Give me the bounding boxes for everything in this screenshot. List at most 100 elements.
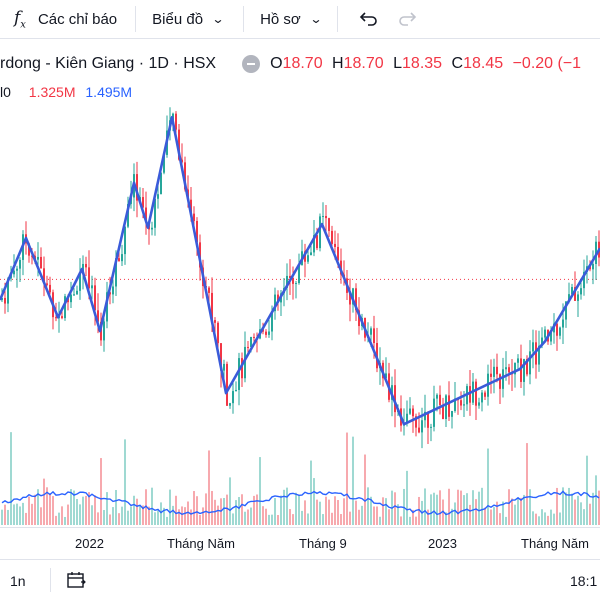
candle-body (91, 285, 93, 289)
volume-bar (331, 512, 333, 525)
volume-bar (502, 501, 504, 525)
candle-body (463, 404, 465, 406)
candle-body (232, 391, 234, 404)
candle-body (286, 275, 288, 288)
volume-bar (451, 508, 453, 525)
candle-body (94, 285, 96, 311)
volume-bar (496, 501, 498, 525)
candle-body (28, 243, 30, 256)
volume-bar (589, 503, 591, 525)
candle-body (328, 218, 330, 231)
volume-bar (124, 439, 126, 525)
volume-bar (25, 512, 27, 525)
volume-bar (241, 494, 243, 525)
volume-bar (592, 492, 594, 525)
volume-bar (58, 512, 60, 525)
collapse-icon[interactable] (242, 55, 261, 73)
volume-bar (499, 513, 501, 525)
date-range-icon[interactable] (66, 571, 88, 589)
volume-bar (322, 514, 324, 525)
volume-bar (205, 493, 207, 525)
volume-bar (61, 506, 63, 525)
candle-body (196, 220, 198, 243)
volume-bar (76, 498, 78, 525)
indicators-button[interactable]: fx Các chỉ báo (0, 0, 117, 38)
candle-body (421, 420, 423, 433)
candle-body (493, 366, 495, 377)
volume-bar (88, 492, 90, 525)
candle-body (88, 267, 90, 289)
candle-body (208, 287, 210, 293)
candle-body (136, 174, 138, 201)
profile-label: Hồ sơ (260, 10, 301, 28)
volume-bar (214, 499, 216, 525)
candle-body (70, 294, 72, 303)
candle-body (532, 342, 534, 352)
volume-bar (40, 507, 42, 525)
volume-bar (550, 509, 552, 525)
candle-body (142, 197, 144, 208)
volume-bar (484, 507, 486, 525)
volume-ma-line (1, 490, 600, 516)
candle-body (436, 394, 438, 399)
chart-type-button[interactable]: Biểu đồ ⌄ (152, 0, 225, 38)
volume-bar (163, 507, 165, 525)
volume-bar (334, 496, 336, 525)
candle-body (220, 343, 222, 371)
candle-body (577, 294, 579, 301)
top-toolbar: fx Các chỉ báo Biểu đồ ⌄ Hồ sơ ⌄ (0, 0, 600, 39)
redo-button[interactable] (398, 0, 418, 38)
candle-body (211, 292, 213, 321)
volume-bar (256, 494, 258, 525)
toolbar-divider (243, 6, 245, 32)
volume-bar (307, 513, 309, 525)
candle-body (97, 310, 99, 322)
chevron-down-icon: ⌄ (211, 12, 225, 26)
volume-bar (433, 492, 435, 525)
candle-body (64, 296, 66, 319)
volume-bar (376, 506, 378, 525)
volume-bar (7, 509, 9, 525)
volume-bar (118, 513, 120, 525)
candle-body (160, 172, 162, 195)
volume-bar (202, 507, 204, 525)
candle-body (37, 256, 39, 260)
candle-body (508, 367, 510, 373)
volume-bar (526, 443, 528, 525)
price-chart[interactable] (0, 38, 600, 528)
time-axis[interactable]: 2022 Tháng Năm Tháng 9 2023 Tháng Năm (0, 527, 600, 560)
candle-body (235, 389, 237, 392)
candle-body (79, 273, 81, 291)
volume-bar (514, 504, 516, 525)
range-1y-button[interactable]: 1n (10, 573, 26, 589)
candle-body (505, 367, 507, 370)
undo-button[interactable] (358, 0, 378, 38)
volume-bar (382, 497, 384, 525)
candle-body (223, 363, 225, 371)
volume-bar (358, 509, 360, 525)
volume-bar (166, 516, 168, 525)
volume-bar (127, 510, 129, 525)
zigzag-trend-line (0, 115, 600, 426)
volume-bar (289, 509, 291, 525)
volume-bar (418, 496, 420, 525)
candle-body (571, 287, 573, 295)
volume-bar (367, 487, 369, 525)
candle-body (451, 410, 453, 417)
candle-body (562, 319, 564, 328)
volume-bar (130, 506, 132, 525)
candle-body (349, 292, 351, 305)
volume-bar (73, 490, 75, 525)
candle-body (277, 294, 279, 303)
volume-bar (157, 510, 159, 525)
volume-bar (151, 487, 153, 525)
candle-body (217, 322, 219, 344)
candle-body (526, 359, 528, 375)
candle-body (439, 394, 441, 406)
profile-button[interactable]: Hồ sơ ⌄ (260, 0, 322, 38)
candle-body (583, 271, 585, 289)
candle-body (190, 199, 192, 214)
candle-body (448, 395, 450, 417)
volume-bar (394, 492, 396, 525)
candle-body (478, 402, 480, 406)
